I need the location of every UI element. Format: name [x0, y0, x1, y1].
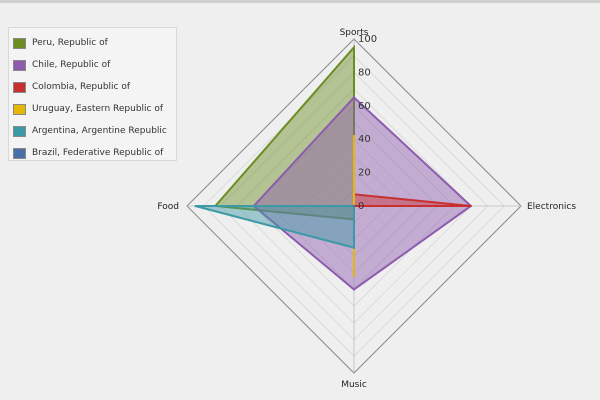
series-point — [194, 205, 197, 207]
legend-swatch — [13, 103, 26, 115]
series-point — [353, 134, 355, 137]
tick-label: 40 — [358, 134, 371, 145]
legend-swatch — [13, 59, 26, 71]
legend-swatch — [13, 147, 26, 159]
legend-swatch — [13, 37, 26, 49]
legend-label: Uruguay, Eastern Republic of — [32, 104, 164, 114]
series-polygon — [195, 205, 355, 250]
tick-label: 80 — [358, 67, 371, 78]
series-point — [353, 46, 355, 49]
top-border — [0, 0, 600, 3]
legend-label: Peru, Republic of — [32, 38, 108, 48]
legend-label: Brazil, Federative Republic of — [32, 148, 164, 158]
legend-item-colombia[interactable]: Colombia, Republic of — [9, 76, 176, 98]
legend-item-brazil[interactable]: Brazil, Federative Republic of — [9, 142, 176, 164]
legend-item-chile[interactable]: Chile, Republic of — [9, 54, 176, 76]
series-point — [353, 288, 355, 291]
axis-label: Electronics — [527, 202, 576, 212]
legend-swatch — [13, 125, 26, 137]
legend-item-uruguay[interactable]: Uruguay, Eastern Republic of — [9, 98, 176, 120]
tick-label: 20 — [358, 168, 371, 179]
series-point — [469, 205, 472, 207]
legend-label: Argentina, Argentine Republic — [32, 126, 167, 136]
axis-label: Music — [341, 380, 367, 390]
legend-item-peru[interactable]: Peru, Republic of — [9, 32, 176, 54]
axis-label: Food — [157, 202, 179, 212]
legend-swatch — [13, 81, 26, 93]
tick-label: 100 — [358, 34, 377, 45]
legend-item-argentina[interactable]: Argentina, Argentine Republic — [9, 120, 176, 142]
series-point — [353, 246, 355, 249]
axis-label: Sports — [340, 28, 369, 38]
legend-label: Chile, Republic of — [32, 60, 111, 70]
tick-label: 0 — [358, 201, 364, 212]
tick-label: 60 — [358, 101, 371, 112]
legend: Peru, Republic of Chile, Republic of Col… — [8, 27, 177, 161]
series-point — [353, 96, 355, 99]
legend-label: Colombia, Republic of — [32, 82, 131, 92]
series-point — [353, 275, 355, 278]
series-point — [353, 205, 355, 207]
